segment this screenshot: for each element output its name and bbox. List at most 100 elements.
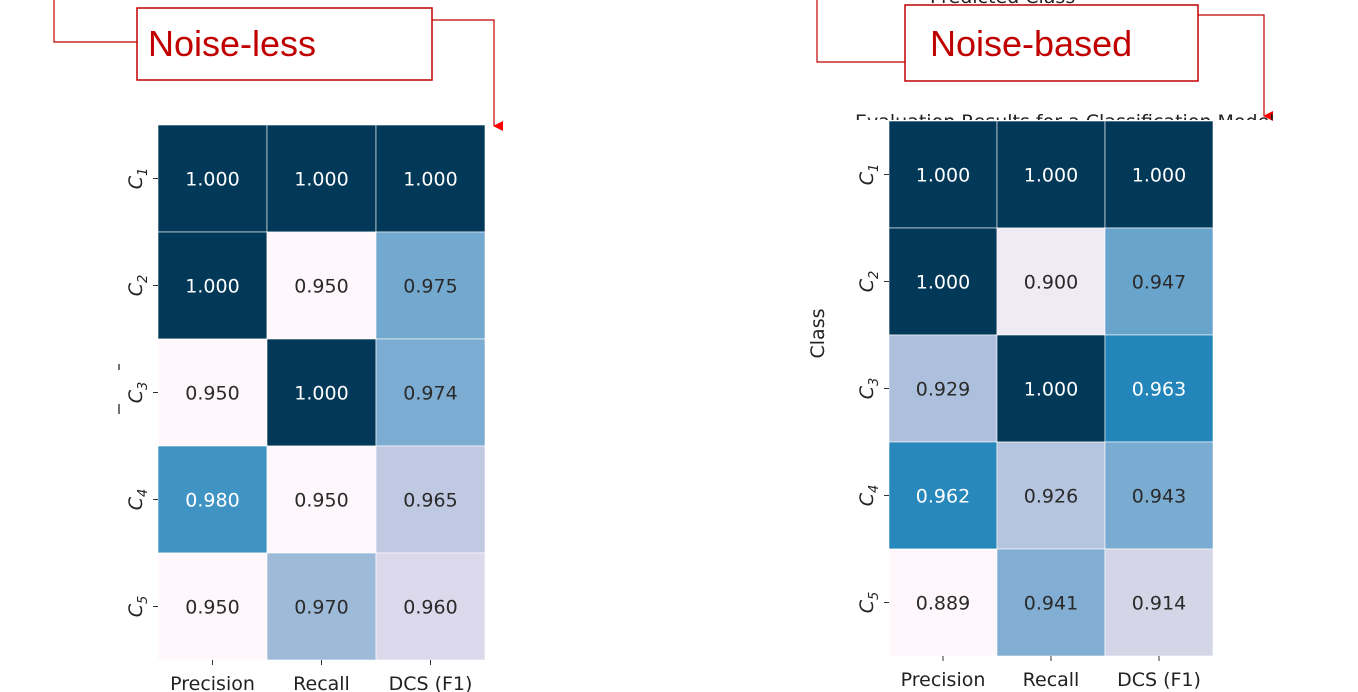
heatmap-value-label-r5-c2: 0.941 [1024, 593, 1078, 615]
heatmap-cell-r2-c3 [375, 231, 486, 340]
y-tick-label-base-4: C [856, 492, 878, 506]
heatmap-cell-r1-c3 [1104, 120, 1214, 229]
noise-less-heatmap: 1.000 1.000 1.000 1.000 0.950 0.975 0.950 1.000… [125, 124, 486, 692]
heatmap-value-label-r3-c1: 0.950 [185, 383, 239, 405]
y-tick-label-5: C5 [856, 592, 882, 614]
heatmap-value-label-r1-c3: 1.000 [1132, 165, 1186, 187]
noise-based-heatmap: 1.000 1.000 1.000 1.000 0.900 0.947 0.929 1.000… [807, 120, 1214, 691]
heatmap-value-label-r4-c1: 0.962 [916, 486, 970, 508]
heatmap-cell-r4-c3 [375, 445, 486, 554]
heatmap-value-label-r1-c3: 1.000 [403, 169, 457, 191]
heatmap-cell-r5-c2 [266, 552, 377, 661]
heatmap-value-label-r3-c2: 1.000 [294, 383, 348, 405]
y-tick-label-sub-3: 3 [136, 382, 151, 390]
heatmap-value-label-r1-c2: 1.000 [1024, 165, 1078, 187]
heatmap-value-label-r5-c3: 0.914 [1132, 593, 1186, 615]
y-tick-label-base-5: C [856, 599, 878, 613]
svg-text:C2: C2 [125, 275, 151, 297]
svg-text:C3: C3 [125, 382, 151, 404]
y-tick-label-3: C3 [856, 378, 882, 400]
y-tick-label-base-2: C [856, 278, 878, 292]
heatmap-value-label-r2-c3: 0.947 [1132, 272, 1186, 294]
y-tick-label-sub-2: 2 [136, 275, 151, 283]
x-tick-label-1: Precision [901, 669, 986, 691]
heatmap-cell-r3-c3 [1104, 334, 1214, 443]
svg-text:C1: C1 [856, 164, 882, 186]
y-tick-label-base-1: C [125, 175, 147, 189]
y-tick-label-4: C4 [856, 485, 882, 507]
heatmap-cell-r4-c3 [1104, 441, 1214, 550]
y-axis-label: Class [807, 309, 829, 359]
heatmap-cell-r2-c3 [1104, 227, 1214, 336]
y-tick-label-base-1: C [856, 171, 878, 185]
heatmap-cell-r3-c1 [888, 334, 998, 443]
heatmap-cell-r3-c2 [266, 338, 377, 447]
y-tick-label-4: C4 [125, 489, 151, 511]
y-tick-label-base-3: C [856, 385, 878, 399]
predicted-class-partial-label: Predicted Class [930, 0, 1075, 8]
heatmap-value-label-r4-c3: 0.965 [403, 490, 457, 512]
heatmap-value-label-r5-c1: 0.889 [916, 593, 970, 615]
y-tick-label-1: C1 [125, 168, 151, 190]
svg-text:C5: C5 [856, 592, 882, 614]
y-tick-label-sub-4: 4 [867, 485, 882, 493]
y-tick-label-sub-2: 2 [867, 271, 882, 279]
noise-based-tag-box [904, 4, 1199, 82]
y-tick-label-2: C2 [856, 271, 882, 293]
y-tick-label-base-5: C [125, 603, 147, 617]
noise-less-arrow-line [432, 19, 503, 131]
heatmap-cell-r5-c1 [157, 552, 268, 661]
heatmap-cell-r3-c1 [157, 338, 268, 447]
heatmap-cell-r4-c1 [888, 441, 998, 550]
x-tick-label-2: Recall [1023, 669, 1080, 691]
heatmap-cell-r3-c2 [996, 334, 1106, 443]
noise-less-tag: Noise-less [148, 23, 316, 64]
heatmap-cell-r5-c3 [1104, 548, 1214, 657]
heatmap-value-label-r1-c2: 1.000 [294, 169, 348, 191]
heatmap-cell-r4-c1 [157, 445, 268, 554]
heatmap-value-label-r2-c3: 0.975 [403, 276, 457, 298]
heatmap-value-label-r2-c1: 1.000 [916, 272, 970, 294]
x-tick-label-2: Recall [293, 673, 350, 692]
y-tick-label-sub-1: 1 [136, 168, 151, 176]
svg-text:C4: C4 [856, 485, 882, 507]
heatmap-value-label-r3-c2: 1.000 [1024, 379, 1078, 401]
heatmap-value-label-r5-c1: 0.950 [185, 597, 239, 619]
heatmap-cell-r1-c1 [888, 120, 998, 229]
svg-text:C1: C1 [125, 168, 151, 190]
svg-text:C4: C4 [125, 489, 151, 511]
noise-less-tag-box [136, 7, 433, 81]
heatmap-value-label-r4-c1: 0.980 [185, 490, 239, 512]
heatmap-value-label-r1-c1: 1.000 [916, 165, 970, 187]
heatmap-value-label-r2-c1: 1.000 [185, 276, 239, 298]
heatmap-value-label-r4-c2: 0.926 [1024, 486, 1078, 508]
y-tick-label-base-4: C [125, 496, 147, 510]
heatmap-cell-r5-c3 [375, 552, 486, 661]
svg-text:C5: C5 [125, 596, 151, 618]
heatmap-value-label-r3-c3: 0.963 [1132, 379, 1186, 401]
heatmap-value-label-r5-c3: 0.960 [403, 597, 457, 619]
y-tick-label-1: C1 [856, 164, 882, 186]
svg-text:C2: C2 [856, 271, 882, 293]
heatmap-cell-r3-c3 [375, 338, 486, 447]
heatmap-value-label-r3-c3: 0.974 [403, 383, 457, 405]
y-tick-label-sub-1: 1 [867, 164, 882, 172]
noise-based-annotation: Predicted Class Noise-based [816, 0, 1273, 121]
noise-based-tag: Noise-based [930, 23, 1132, 64]
svg-text:C3: C3 [856, 378, 882, 400]
y-tick-label-sub-4: 4 [136, 489, 151, 497]
y-tick-label-sub-5: 5 [867, 592, 882, 600]
noise-based-bracket-line [816, 0, 905, 63]
heatmap-cell-r1-c2 [266, 124, 377, 233]
x-tick-label-3: DCS (F1) [389, 673, 473, 692]
heatmap-value-label-r3-c1: 0.929 [916, 379, 970, 401]
heatmap-value-label-r4-c2: 0.950 [294, 490, 348, 512]
noise-less-annotation: Noise-less [53, 0, 503, 131]
heatmap-cell-r2-c1 [888, 227, 998, 336]
heatmap-value-label-r1-c1: 1.000 [185, 169, 239, 191]
heatmap-value-label-r2-c2: 0.950 [294, 276, 348, 298]
heatmap-value-label-r4-c3: 0.943 [1132, 486, 1186, 508]
y-tick-label-2: C2 [125, 275, 151, 297]
heatmap-value-label-r5-c2: 0.970 [294, 597, 348, 619]
